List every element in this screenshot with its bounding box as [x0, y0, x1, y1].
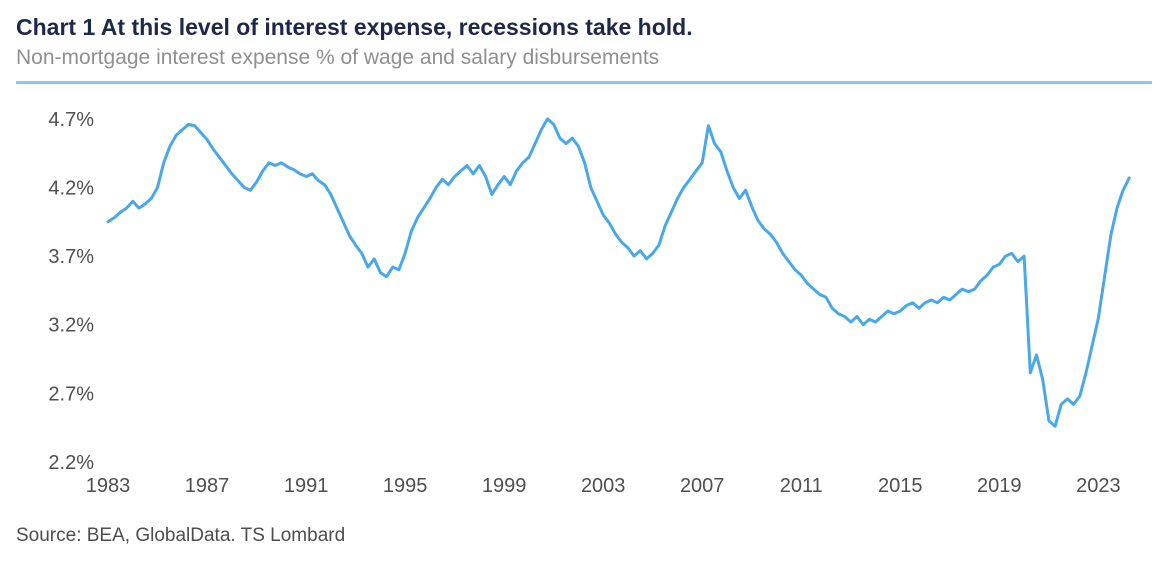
- header-divider: [16, 80, 1152, 84]
- x-tick-label: 2023: [1076, 475, 1121, 497]
- source-note: Source: BEA, GlobalData. TS Lombard: [16, 524, 346, 546]
- y-tick-label: 2.7%: [48, 383, 94, 405]
- x-tick-label: 1983: [86, 475, 131, 497]
- y-tick-label: 4.7%: [48, 109, 94, 131]
- chart-title: Chart 1 At this level of interest expens…: [16, 14, 693, 40]
- x-tick-label: 1999: [482, 475, 527, 497]
- x-tick-label: 1987: [185, 475, 230, 497]
- x-tick-label: 2007: [680, 475, 725, 497]
- x-tick-label: 2015: [878, 475, 923, 497]
- chart-svg: 4.7% 4.2% 3.7% 3.2% 2.7% 2.2%1983 1987 1991 1995…: [48, 109, 1131, 497]
- line-chart: 4.7% 4.2% 3.7% 3.2% 2.7% 2.2% 1983 1987 1991 1995…: [16, 100, 1152, 505]
- chart-header: Chart 1 At this level of interest expens…: [16, 14, 1152, 84]
- y-tick-label: 3.7%: [48, 246, 94, 268]
- x-tick-label: 1991: [284, 475, 329, 497]
- x-tick-label: 2011: [780, 475, 823, 497]
- y-tick-label: 2.2%: [48, 452, 94, 474]
- x-tick-label: 1995: [383, 475, 428, 497]
- x-tick-label: 2003: [581, 475, 626, 497]
- y-tick-label: 3.2%: [48, 315, 94, 337]
- x-tick-label: 2019: [977, 475, 1022, 497]
- chart-footer: Source: BEA, GlobalData. TS Lombard: [16, 525, 1152, 547]
- y-tick-label: 4.2%: [48, 177, 94, 199]
- series-line: [106, 117, 1131, 428]
- chart-subtitle: Non-mortgage interest expense % of wage …: [16, 45, 660, 69]
